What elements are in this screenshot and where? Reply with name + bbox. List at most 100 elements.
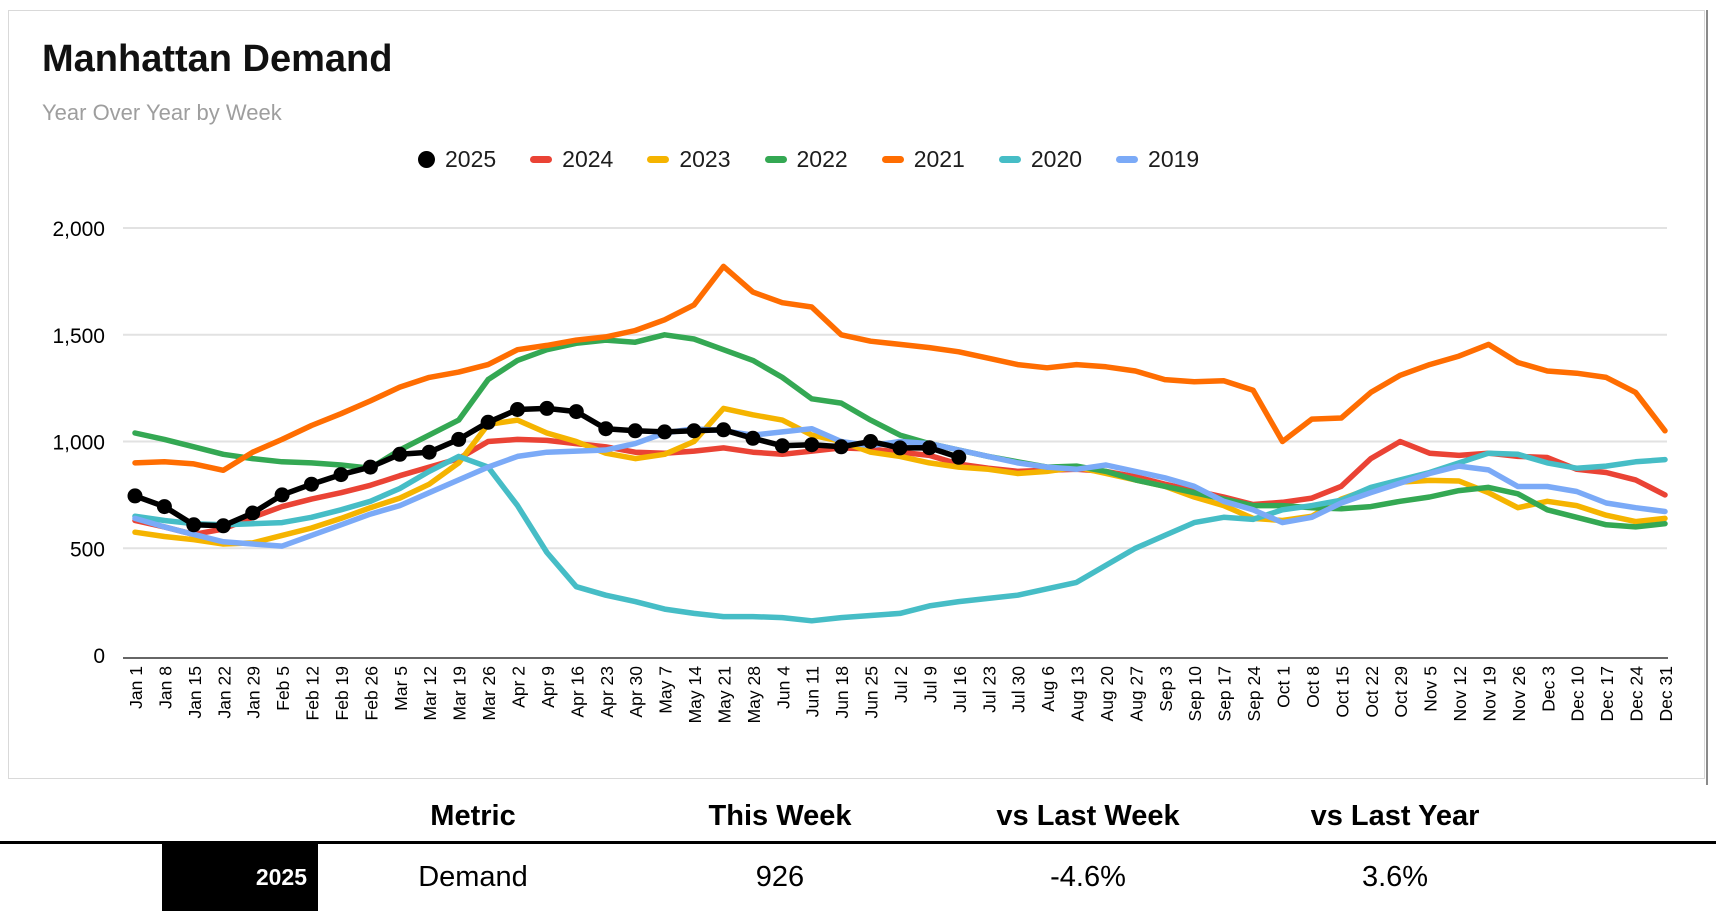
- series-point-2025: [304, 476, 319, 492]
- legend-item-2021: 2021: [881, 146, 965, 173]
- series-line-2021: [132, 263, 1668, 474]
- x-axis-tick-label: May 7: [656, 666, 676, 714]
- legend-label: 2020: [1030, 146, 1083, 172]
- series-line-2025: [132, 405, 962, 529]
- x-axis-tick-label: Jun 4: [773, 666, 793, 709]
- x-axis-tick-label: Feb 26: [361, 666, 381, 720]
- x-axis-tick-label: May 14: [685, 666, 705, 724]
- x-axis-tick-label: Feb 12: [303, 666, 323, 720]
- x-axis-tick-label: Jul 2: [891, 666, 911, 703]
- row-year-badge: 2025: [162, 844, 318, 911]
- x-axis-tick-label: Dec 24: [1627, 666, 1647, 722]
- row-vs-last-week: -4.6%: [1050, 861, 1126, 893]
- table-header-metric: Metric: [430, 800, 516, 832]
- x-axis-tick-label: Oct 22: [1362, 666, 1382, 718]
- x-axis-tick-label: Oct 1: [1274, 666, 1294, 708]
- series-point-2025: [863, 434, 879, 449]
- y-axis-tick-label: 0: [93, 645, 105, 668]
- x-axis-tick-label: Dec 3: [1538, 666, 1558, 712]
- y-axis-tick-label: 2,000: [52, 218, 105, 241]
- legend-item-2019: 2019: [1116, 146, 1199, 173]
- x-axis-tick-label: Mar 19: [450, 666, 470, 720]
- series-point-2025: [686, 423, 702, 439]
- legend-marker-line-icon: [764, 156, 787, 163]
- x-axis-tick-label: Jan 1: [126, 666, 146, 709]
- x-axis-tick-label: Dec 10: [1568, 666, 1588, 722]
- row-this-week: 926: [755, 861, 805, 893]
- series-point-2025: [245, 505, 261, 521]
- x-axis-tick-label: Sep 3: [1156, 666, 1176, 712]
- legend-marker-line-icon: [881, 156, 904, 163]
- x-axis-tick-label: Apr 16: [567, 666, 587, 718]
- x-axis-tick-label: Sep 10: [1185, 666, 1205, 722]
- x-axis-tick-label: Nov 12: [1450, 666, 1470, 721]
- legend-label: 2024: [562, 146, 614, 172]
- series-point-2025: [274, 487, 290, 503]
- x-axis-tick-label: Mar 26: [479, 666, 499, 720]
- row-metric: Demand: [418, 861, 528, 893]
- x-axis-tick-label: Apr 2: [509, 666, 529, 708]
- x-axis-tick-label: Aug 6: [1038, 666, 1058, 712]
- legend-label: 2021: [913, 146, 965, 172]
- table-separator: [0, 841, 1716, 844]
- x-axis-tick-label: Jun 25: [862, 666, 882, 719]
- chart-card: [8, 10, 1705, 779]
- x-axis-tick-label: Jun 11: [803, 666, 823, 717]
- series-point-2025: [627, 423, 643, 439]
- series-point-2025: [833, 439, 849, 455]
- x-axis-tick-label: Oct 29: [1391, 666, 1411, 718]
- legend-item-2024: 2024: [530, 146, 613, 173]
- series-point-2025: [774, 438, 790, 454]
- legend-label: 2019: [1148, 146, 1200, 172]
- series-point-2025: [657, 424, 673, 440]
- x-axis-tick-label: Jan 22: [214, 666, 234, 719]
- y-axis-tick-label: 1,000: [52, 432, 105, 455]
- series-point-2025: [333, 467, 349, 483]
- x-axis-tick-label: May 21: [714, 666, 734, 723]
- legend-label: 2023: [679, 146, 731, 172]
- series-point-2025: [186, 517, 202, 533]
- series-point-2025: [539, 400, 555, 416]
- series-point-2025: [510, 402, 525, 417]
- x-axis-tick-label: Dec 17: [1597, 666, 1617, 721]
- series-point-2025: [156, 499, 172, 515]
- x-axis-tick-label: Jan 15: [185, 666, 205, 719]
- x-axis-tick-label: Mar 12: [420, 666, 440, 720]
- x-axis-tick-label: Nov 26: [1509, 666, 1529, 721]
- x-axis-tick-label: Apr 23: [597, 666, 617, 718]
- x-axis-tick-label: Jul 9: [920, 666, 940, 703]
- legend-marker-circle-icon: [418, 151, 435, 168]
- chart-legend: 2025 2024 2023 2022 2021 2020 2019: [418, 146, 1199, 173]
- legend-item-2020: 2020: [998, 146, 1083, 173]
- legend-marker-line-icon: [647, 156, 670, 163]
- x-axis-tick-label: Jul 16: [950, 666, 970, 713]
- series-point-2025: [921, 440, 937, 456]
- table-header-vs-last-year: vs Last Year: [1310, 800, 1480, 832]
- table-header-vs-last-week: vs Last Week: [996, 800, 1180, 832]
- series-point-2025: [716, 422, 731, 438]
- x-axis-tick-label: Jun 18: [832, 666, 852, 719]
- series-point-2025: [215, 518, 231, 534]
- series-point-2025: [951, 449, 967, 465]
- chart-title: Manhattan Demand: [42, 38, 393, 80]
- x-axis-tick-label: Nov 19: [1479, 666, 1499, 721]
- x-axis-tick-label: Aug 20: [1097, 666, 1117, 722]
- legend-item-2022: 2022: [764, 146, 848, 173]
- x-axis-tick-label: Jul 23: [979, 666, 999, 713]
- x-axis-tick-label: Feb 19: [332, 666, 352, 720]
- series-point-2025: [421, 444, 437, 460]
- series-point-2025: [392, 446, 408, 462]
- row-vs-last-year: 3.6%: [1361, 861, 1429, 893]
- series-point-2025: [892, 440, 908, 456]
- series-point-2025: [568, 404, 584, 420]
- x-axis-tick-label: Apr 30: [626, 666, 646, 718]
- legend-item-2025: 2025: [418, 146, 496, 173]
- legend-label: 2025: [445, 146, 497, 172]
- series-line-2023: [132, 405, 1668, 547]
- x-axis-tick-label: Oct 8: [1303, 666, 1323, 708]
- x-axis-tick-label: May 28: [744, 666, 764, 723]
- x-axis-tick-label: Jan 29: [244, 666, 264, 719]
- series-point-2025: [127, 488, 143, 504]
- series-point-2025: [804, 437, 820, 453]
- series-point-2025: [598, 421, 614, 437]
